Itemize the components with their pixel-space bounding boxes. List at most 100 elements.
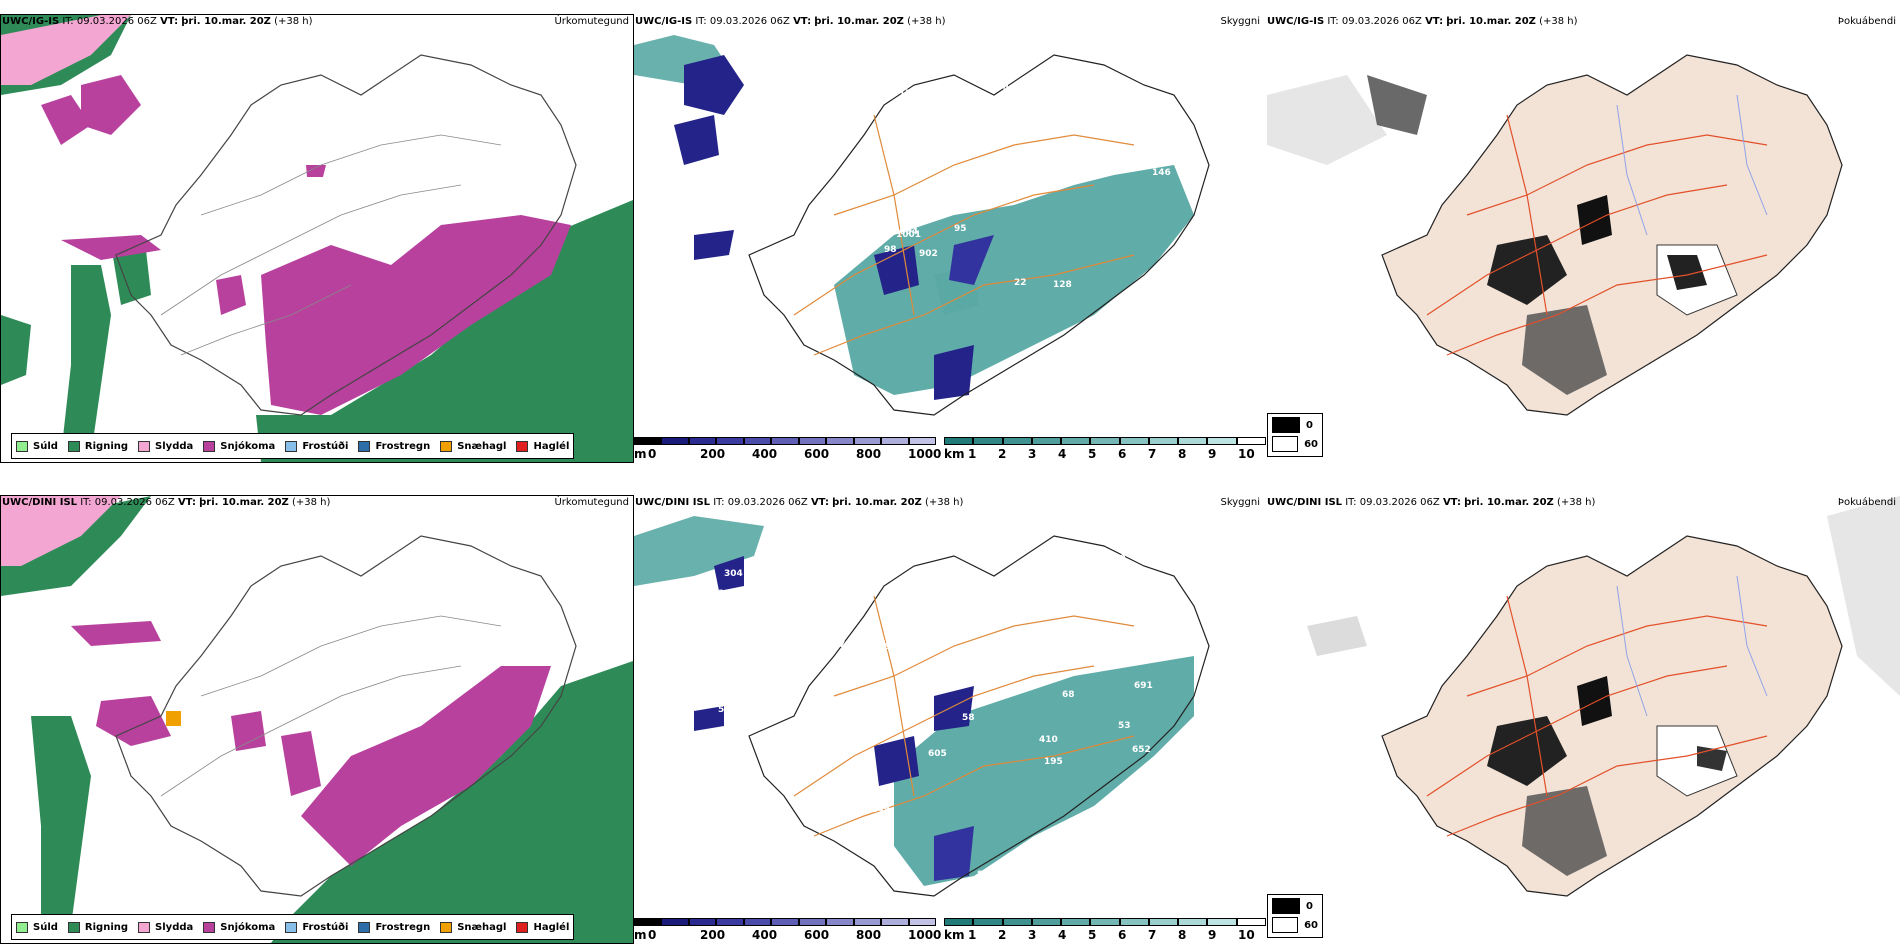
cloudbase-value-label: 128: [1053, 280, 1072, 290]
colorbar-segment: [634, 918, 662, 926]
panel-header: UWC/IG-IS IT: 09.03.2026 06Z VT: þri. 10…: [1267, 16, 1578, 27]
panel-title: Úrkomutegund: [554, 497, 629, 508]
cloudbase-value-label: 141: [793, 579, 812, 589]
panel-header: UWC/DINI ISL IT: 09.03.2026 06Z VT: þri.…: [635, 497, 964, 508]
colorbar-segment: [798, 918, 827, 926]
cloudbase-value-label: 249: [871, 805, 890, 815]
legend-swatch: [203, 440, 216, 452]
cloudbase-value-label: 710: [948, 170, 967, 180]
cloudbase-value-label: 435: [1003, 84, 1022, 94]
legend-swatch: [358, 440, 371, 452]
cloudbase-value-label: 79: [1023, 560, 1036, 570]
cloudbase-value-label: 68: [1062, 690, 1075, 700]
legend-swatch: [440, 440, 453, 452]
colorbar-tick-label: 7: [1148, 447, 1157, 461]
colorbar-tick-label: 10: [1238, 447, 1255, 461]
colorbar-segment: [908, 918, 936, 926]
legend-label: Haglél: [533, 921, 570, 933]
cloudbase-value-label: 195: [1044, 757, 1063, 767]
colorbar-segment: [944, 437, 974, 445]
fog-panel-row1: UWC/IG-IS IT: 09.03.2026 06Z VT: þri. 10…: [1267, 15, 1900, 462]
cloudbase-panel-row1: 902 267 1001 497 252 88 435 33 131 95 116 78 88 99 98 1…: [634, 15, 1266, 462]
colorbar-tick-label: 600: [804, 928, 830, 942]
colorbar-segment: [1148, 918, 1179, 926]
colorbar-tick-label: 0: [648, 447, 657, 461]
colorbar-tick-label: 9: [1208, 928, 1217, 942]
legend-item: Frostregn: [358, 440, 430, 452]
colorbar-segment: [1061, 437, 1091, 445]
colorbar-segment: [1002, 437, 1032, 445]
colorbar-segment: [1119, 437, 1149, 445]
colorbar-segment: [716, 918, 744, 926]
colorbar-tick-label: 1: [968, 447, 977, 461]
colorbar-segment: [1090, 437, 1120, 445]
legend-swatch: [440, 921, 453, 933]
colorbar-segment: [1031, 918, 1062, 926]
legend-swatch: [16, 921, 28, 933]
colorbar-segment: [881, 918, 909, 926]
visibility-colorbar: km 1 2 3 4 5 6 7 8 9 10: [944, 918, 1266, 942]
cloudbase-value-label: 89: [878, 642, 891, 652]
legend-item: Rigning: [67, 921, 129, 933]
colorbar-segment: [826, 918, 854, 926]
cloudbase-value-label: 252: [698, 198, 717, 208]
legend-swatch: [285, 921, 298, 933]
legend-item: Rigning: [67, 440, 128, 452]
colorbar-tick-label: 4: [1058, 447, 1067, 461]
precip-panel-row2: UWC/DINI ISL IT: 09.03.2026 06Z VT: þri.…: [0, 495, 634, 944]
colorbar-segment: [826, 437, 854, 445]
cloudbase-value-label: 116: [762, 75, 781, 85]
legend-item: Snjókoma: [203, 921, 275, 933]
legend-item: Frostúði: [285, 921, 348, 933]
colorbar-unit: km: [944, 447, 965, 461]
legend-item: Frostregn: [358, 921, 430, 933]
colorbar-tick-label: 6: [1118, 928, 1127, 942]
cloudbase-value-label: 176: [899, 89, 918, 99]
panel-title: Úrkomutegund: [554, 16, 629, 27]
cloudbase-value-label: 304: [724, 569, 743, 579]
cloudbase-value-label: 151: [1010, 153, 1029, 163]
panel-header: UWC/IG-IS IT: 09.03.2026 06Z VT: þri. 10…: [635, 16, 946, 27]
cloudbase-value-label: 1001: [896, 230, 921, 240]
fog-map-row2: [1307, 496, 1900, 897]
legend-label: Haglél: [533, 440, 570, 452]
cloudbase-value-label: 488: [800, 557, 819, 567]
colorbar-segment: [1119, 918, 1149, 926]
cloudbase-value-label: 543: [759, 393, 778, 403]
cloudbase-value-label: 372: [909, 138, 928, 148]
cloudbase-value-label: 408: [776, 768, 795, 778]
colorbar-segment: [771, 437, 799, 445]
cloudbase-colorbar: m 0 200 400 600 800 1000: [634, 437, 941, 461]
cloudbase-value-label: 318: [714, 373, 733, 383]
legend-label: Snæhagl: [457, 440, 507, 452]
colorbar-segment: [973, 918, 1003, 926]
colorbar-tick-label: 200: [700, 928, 726, 942]
legend-label: Slydda: [155, 921, 194, 933]
cloudbase-value-label: 99: [1067, 836, 1080, 846]
cloudbase-value-label: 257: [1131, 840, 1150, 850]
cloudbase-value-label: 265: [734, 840, 753, 850]
legend-item: Snæhagl: [440, 921, 506, 933]
legend-item: Snjókoma: [203, 440, 276, 452]
colorbar-segment: [688, 437, 717, 445]
precip-legend: Súld Rigning Slydda Snjókoma Frostúði Frostre…: [11, 433, 575, 459]
cloudbase-value-label: 252: [969, 198, 988, 208]
legend-swatch: [285, 440, 298, 452]
legend-label: Súld: [33, 440, 58, 452]
cloudbase-value-label: 497: [713, 357, 732, 367]
cloudbase-value-label: 146: [1152, 168, 1171, 178]
cloudbase-value-label: 22: [718, 589, 731, 599]
legend-swatch: [516, 921, 529, 933]
legend-label: Snjókoma: [220, 440, 276, 452]
colorbar-segment: [1178, 918, 1208, 926]
colorbar-tick-label: 9: [1208, 447, 1217, 461]
colorbar-unit: km: [944, 928, 965, 942]
cloudbase-value-label: 740: [850, 177, 869, 187]
legend-swatch: [358, 921, 371, 933]
fog-panel-row2: UWC/DINI ISL IT: 09.03.2026 06Z VT: þri.…: [1267, 496, 1900, 943]
colorbar-tick-label: 1000: [908, 928, 942, 942]
legend-label: Rigning: [84, 921, 129, 933]
cloudbase-value-label: 72: [839, 640, 852, 650]
panel-title: Þokuábendi: [1837, 497, 1896, 508]
colorbar-tick-label: 600: [804, 447, 830, 461]
